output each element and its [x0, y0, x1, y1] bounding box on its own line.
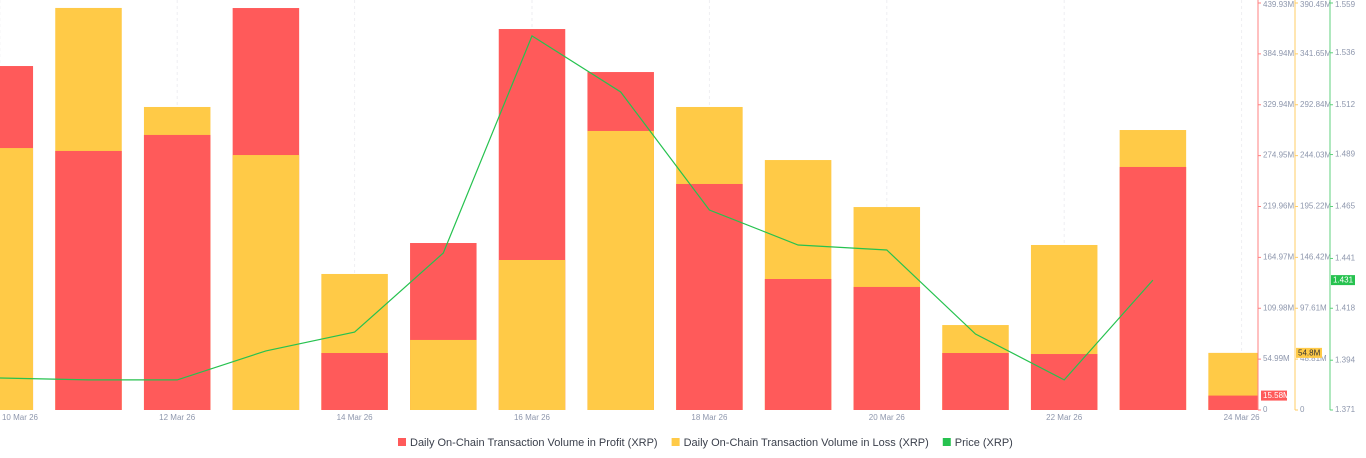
y-tick-label: 195.22M	[1300, 202, 1331, 211]
bar	[942, 353, 1009, 410]
y-tick-label: 146.42M	[1300, 252, 1331, 261]
legend-swatch	[398, 438, 406, 446]
bar	[764, 278, 832, 410]
value-label: 54.8M	[1298, 348, 1321, 357]
bar	[1119, 166, 1187, 410]
legend-swatch	[942, 438, 951, 446]
x-tick-label: 14 Mar 26	[337, 413, 374, 422]
bar	[232, 155, 300, 410]
y-tick-label: 244.03M	[1300, 151, 1331, 160]
legend-label: Daily On-Chain Transaction Volume in Los…	[684, 437, 929, 449]
bar	[0, 148, 34, 410]
y-tick-label: 384.94M	[1263, 49, 1294, 58]
y-tick-label: 1.418	[1335, 303, 1356, 312]
y-tick-label: 54.99M	[1263, 354, 1290, 363]
bar	[1030, 354, 1098, 410]
y-tick-label: 1.394	[1335, 355, 1356, 364]
bar	[498, 260, 566, 410]
bar	[587, 130, 654, 410]
x-tick-label: 10 Mar 26	[2, 413, 39, 422]
y-tick-label: 439.93M	[1263, 0, 1294, 9]
bar	[1208, 395, 1258, 410]
x-tick-label: 16 Mar 26	[514, 413, 551, 422]
y-tick-label: 329.94M	[1263, 100, 1294, 109]
y-tick-label: 390.45M	[1300, 0, 1331, 9]
y-tick-label: 97.61M	[1300, 303, 1327, 312]
value-label: 1.431	[1333, 276, 1354, 285]
y-tick-label: 274.95M	[1263, 151, 1294, 160]
bar	[55, 150, 122, 410]
y-tick-label: 164.97M	[1263, 252, 1294, 261]
x-tick-label: 22 Mar 26	[1046, 413, 1083, 422]
legend-swatch	[671, 438, 680, 446]
y-tick-label: 341.65M	[1300, 49, 1331, 58]
y-tick-label: 48.81M	[1300, 354, 1327, 363]
legend-label: Daily On-Chain Transaction Volume in Pro…	[410, 437, 658, 449]
bar	[853, 286, 921, 410]
x-tick-label: 24 Mar 26	[1224, 413, 1261, 422]
bar	[676, 183, 743, 410]
bar	[143, 134, 211, 410]
y-tick-label: 0	[1263, 405, 1268, 414]
y-tick-label: 1.489	[1335, 150, 1356, 159]
legend-label: Price (XRP)	[955, 437, 1013, 449]
y-tick-label: 109.98M	[1263, 303, 1294, 312]
y-tick-label: 1.536	[1335, 48, 1356, 57]
y-tick-label: 1.441	[1335, 254, 1356, 263]
x-tick-label: 12 Mar 26	[159, 413, 196, 422]
bar	[321, 353, 388, 410]
bar	[410, 339, 477, 410]
value-badge	[1261, 390, 1287, 401]
y-tick-label: 1.559	[1335, 0, 1356, 9]
y-tick-label: 219.96M	[1263, 202, 1294, 211]
value-label: 15.58M	[1263, 391, 1290, 400]
x-tick-label: 18 Mar 26	[691, 413, 728, 422]
value-badge	[1296, 347, 1322, 358]
value-badge	[1331, 275, 1355, 286]
y-tick-label: 1.465	[1335, 202, 1356, 211]
x-tick-label: 20 Mar 26	[869, 413, 906, 422]
y-tick-label: 0	[1300, 405, 1305, 414]
y-tick-label: 1.512	[1335, 100, 1356, 109]
price-line	[0, 35, 1154, 381]
y-tick-label: 1.371	[1335, 405, 1356, 414]
y-tick-label: 292.84M	[1300, 100, 1331, 109]
